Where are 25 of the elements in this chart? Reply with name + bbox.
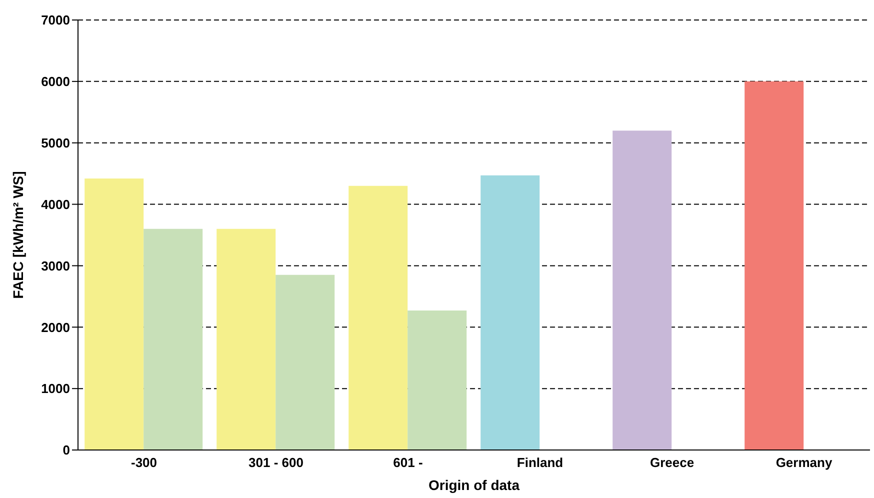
x-tick-label: Finland bbox=[516, 455, 564, 470]
y-tick-label: 6000 bbox=[41, 74, 70, 90]
y-tick-label: 2000 bbox=[41, 320, 70, 335]
bar bbox=[276, 274, 335, 450]
bar bbox=[144, 228, 203, 450]
y-tick-label: 5000 bbox=[41, 135, 70, 150]
bar bbox=[216, 228, 276, 450]
y-axis-title: FAEC [kWh/m² WS] bbox=[10, 171, 26, 299]
x-tick-label: 301 - 600 bbox=[248, 455, 304, 470]
x-tick-label: 601 - bbox=[393, 455, 423, 470]
x-tick-label: Greece bbox=[650, 455, 694, 470]
bar bbox=[480, 175, 540, 450]
y-tick-label: 3000 bbox=[41, 258, 70, 274]
bar bbox=[612, 130, 672, 450]
x-tick-label: -300 bbox=[130, 455, 158, 470]
y-tick-label: 4000 bbox=[41, 196, 70, 212]
y-tick-label: 7000 bbox=[41, 12, 70, 28]
x-axis-title: Origin of data bbox=[428, 477, 520, 493]
bar bbox=[744, 81, 804, 450]
bar bbox=[84, 178, 144, 450]
y-tick-label: 0 bbox=[62, 442, 70, 458]
bar bbox=[348, 186, 408, 450]
y-tick-label: 1000 bbox=[41, 381, 70, 396]
x-tick-label: Germany bbox=[776, 455, 833, 470]
bar bbox=[408, 310, 467, 450]
